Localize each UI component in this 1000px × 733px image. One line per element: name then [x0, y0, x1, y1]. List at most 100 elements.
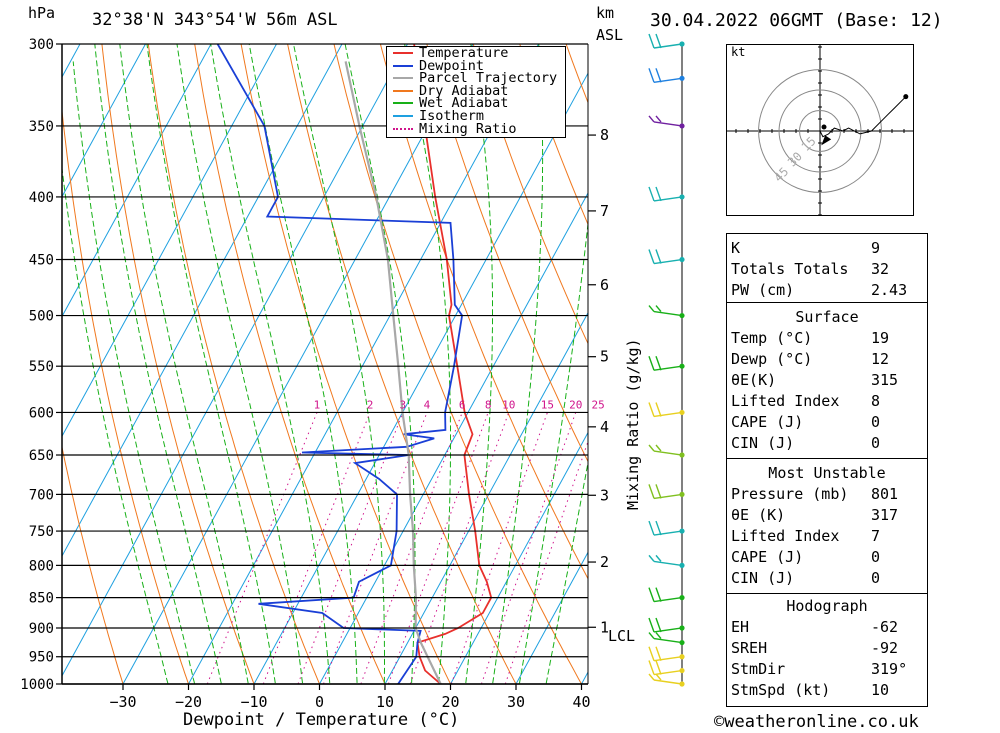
pressure-tick-label: 550: [29, 359, 54, 375]
sreh-value: -92: [871, 638, 899, 657]
pressure-tick-label: 900: [29, 621, 54, 637]
wind-barb-feather: [648, 617, 655, 633]
mixing-ratio-label: 2: [367, 398, 374, 411]
wind-barb: [653, 493, 683, 500]
dry-adiabat-line: [194, 44, 386, 684]
stmdir-value: 319°: [871, 659, 908, 678]
height-tick-label: 8: [600, 126, 609, 144]
tt-value: 32: [871, 259, 890, 278]
wet-adiabat-line: [248, 44, 358, 684]
stmspd-label: StmSpd (kt): [731, 680, 831, 699]
wind-barb-feather: [648, 402, 655, 417]
mu-theta-value: 317: [871, 505, 899, 524]
legend-swatch: [393, 89, 413, 92]
pressure-tick-label: 750: [29, 524, 54, 540]
mixing-ratio-label: 6: [459, 398, 466, 411]
surface-temp-value: 19: [871, 328, 890, 347]
wind-barb: [653, 637, 683, 644]
wind-barb-feather: [648, 673, 655, 681]
isotherm-line: [62, 44, 278, 438]
wind-barb: [653, 560, 683, 567]
legend-swatch: [393, 52, 413, 54]
wind-barb-feather: [655, 249, 662, 264]
eh-value: -62: [871, 617, 899, 636]
legend-label: Isotherm: [419, 108, 485, 124]
pressure-tick-label: 600: [29, 405, 54, 421]
isotherm-line: [62, 44, 212, 318]
copyright-link[interactable]: ©weatheronline.co.uk: [714, 712, 919, 732]
wind-barb-feather: [648, 646, 655, 661]
mixing-ratio-line: [450, 412, 548, 684]
legend-swatch: [393, 115, 413, 117]
wet-adiabat-line: [72, 61, 196, 684]
km-label: km: [596, 4, 615, 22]
x-tick-label: −20: [175, 693, 202, 711]
mu-cape-value: 0: [871, 547, 881, 566]
mu-pressure-label: Pressure (mb): [731, 484, 849, 503]
mixing-ratio-line: [206, 412, 318, 684]
hodo-top-point: [903, 94, 909, 100]
hodograph-table-panel: Hodograph EH -62 SREH -92 StmDir 319° StmSp…: [726, 593, 928, 707]
x-tick-label: 10: [376, 693, 394, 711]
mixing-ratio-line: [480, 412, 577, 684]
wind-barb: [653, 530, 683, 536]
pressure-tick-label: 300: [29, 37, 54, 53]
height-tick-label: 5: [600, 348, 609, 366]
wind-barb-feather: [655, 355, 662, 371]
isotherm-line: [0, 0, 2, 710]
tt-label: Totals Totals: [731, 259, 849, 278]
wet-adiabat-line: [176, 44, 304, 684]
wind-barb: [653, 365, 683, 371]
wet-adiabat-line: [119, 44, 249, 684]
parcel-trajectory-line: [344, 61, 442, 684]
x-tick-label: −10: [240, 693, 267, 711]
surface-panel: Surface Temp (°C) 19 Dewp (°C) 12 θE(K) 315…: [726, 302, 928, 459]
surface-cape-value: 0: [871, 412, 881, 431]
surface-theta-value: 315: [871, 370, 899, 389]
x-tick-label: 30: [507, 693, 525, 711]
wind-barb-feather: [655, 554, 662, 562]
legend-swatch: [393, 102, 413, 105]
surface-temp-label: Temp (°C): [731, 328, 813, 347]
wind-barb-feather: [655, 632, 662, 640]
wind-barb-feather: [648, 660, 655, 675]
hodo-trace: [819, 96, 907, 138]
surface-cape-label: CAPE (J): [731, 412, 804, 431]
asl-label: ASL: [596, 26, 624, 44]
wind-barb-feather: [648, 33, 655, 49]
wet-adiabat-line: [518, 218, 588, 684]
pressure-tick-label: 850: [29, 591, 54, 607]
mu-theta-label: θE (K): [731, 505, 786, 524]
mixing-ratio-axis-label: Mixing Ratio (g/kg): [624, 338, 642, 510]
height-tick-label: 1: [600, 618, 609, 636]
indices-panel: K 9 Totals Totals 32 PW (cm) 2.43: [726, 233, 928, 303]
datetime-title: 30.04.2022 06GMT (Base: 12): [650, 10, 943, 31]
wind-barb-feather: [648, 554, 655, 562]
legend-swatch: [393, 64, 413, 67]
wind-barb-feather: [648, 115, 655, 123]
stmdir-label: StmDir: [731, 659, 786, 678]
legend-item: Mixing Ratio: [393, 122, 517, 136]
wind-barb-feather: [648, 186, 655, 202]
dry-adiabat-line: [974, 0, 1000, 710]
surface-li-value: 8: [871, 391, 881, 410]
mu-li-label: Lifted Index: [731, 526, 840, 545]
temperature-line: [413, 44, 493, 684]
eh-label: EH: [731, 617, 750, 636]
pressure-unit-label: hPa: [28, 4, 56, 22]
stmspd-value: 10: [871, 680, 890, 699]
height-tick-label: 4: [600, 418, 609, 436]
pw-value: 2.43: [871, 280, 908, 299]
wet-adiabat-line: [94, 44, 222, 684]
dry-adiabat-line: [472, 44, 588, 345]
mixing-ratio-label: 4: [424, 398, 431, 411]
wind-barb-feather: [655, 617, 662, 633]
hodo-ring-label: 30: [785, 149, 805, 169]
legend-item: Isotherm: [393, 108, 485, 124]
surface-cin-value: 0: [871, 433, 881, 452]
surface-dewp-label: Dewp (°C): [731, 349, 813, 368]
x-tick-label: 0: [315, 693, 324, 711]
wind-barb: [653, 310, 683, 317]
legend-item: Dry Adiabat: [393, 84, 508, 98]
pressure-tick-label: 450: [29, 253, 54, 269]
